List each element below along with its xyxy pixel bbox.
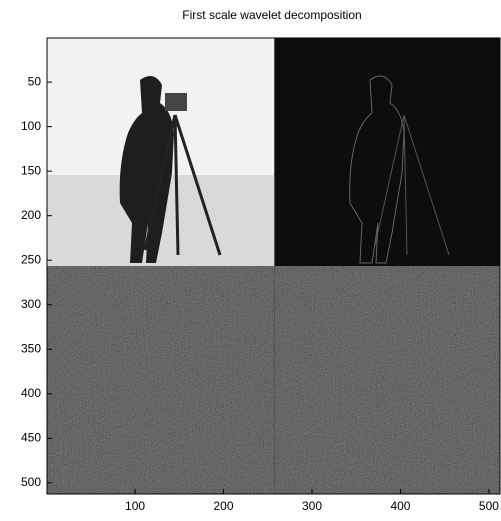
y-tick-label: 300 (21, 297, 41, 311)
detail-quadrant (274, 38, 500, 266)
camera (165, 93, 187, 111)
y-tick-label: 150 (21, 163, 41, 177)
y-tick-label: 350 (21, 341, 41, 355)
y-tick-label: 400 (21, 386, 41, 400)
x-tick-label: 500 (479, 499, 499, 513)
y-tick-label: 500 (21, 475, 41, 489)
x-tick-label: 200 (213, 499, 233, 513)
y-tick-label: 250 (21, 252, 41, 266)
x-tick-label: 400 (390, 499, 410, 513)
y-tick-label: 50 (28, 74, 42, 88)
image (47, 38, 500, 494)
quadrant-edge (274, 38, 275, 494)
y-tick-label: 100 (21, 119, 41, 133)
figure: First scale wavelet decomposition 100 200… (0, 0, 501, 516)
y-tick-label: 450 (21, 431, 41, 445)
x-tick-label: 100 (125, 499, 145, 513)
y-tick-label: 200 (21, 208, 41, 222)
chart-title: First scale wavelet decomposition (182, 8, 361, 22)
x-tick-label: 300 (302, 499, 322, 513)
